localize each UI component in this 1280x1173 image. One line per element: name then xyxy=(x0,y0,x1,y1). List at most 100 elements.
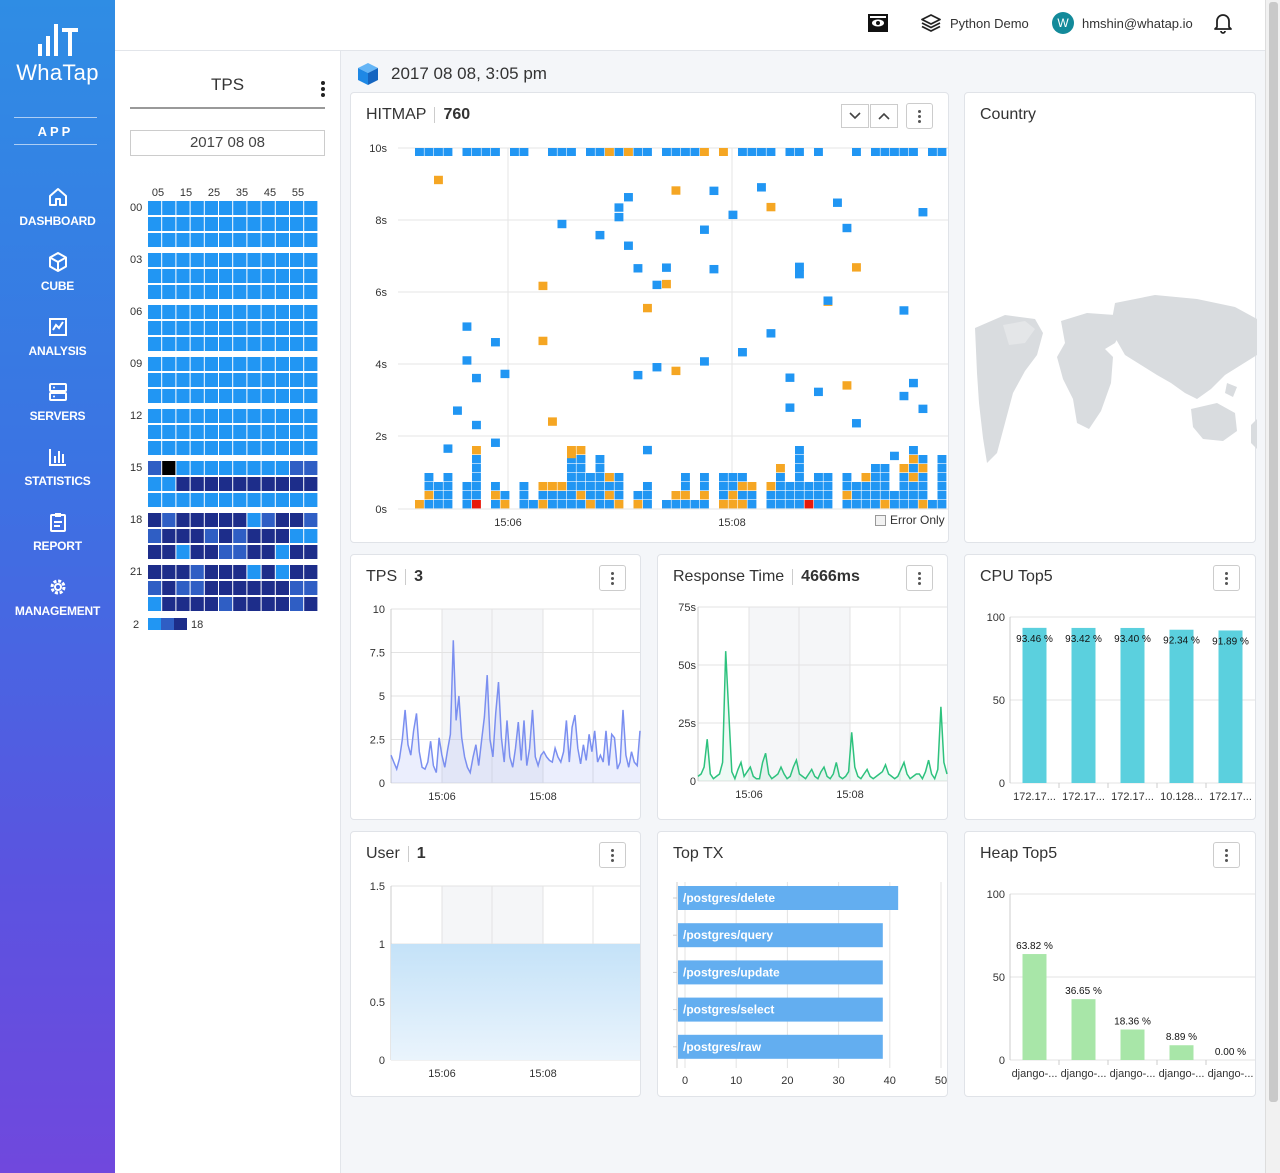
heatmap-cell xyxy=(247,269,261,283)
heatmap-cell xyxy=(176,389,190,403)
heatmap-cell xyxy=(290,305,304,319)
nav-report[interactable]: REPORT xyxy=(0,511,115,555)
screen-mode-button[interactable] xyxy=(867,11,889,35)
hit-cell xyxy=(918,464,928,473)
tps-line-chart[interactable]: 10 7.5 5 2.5 0 15:06 15:08 xyxy=(351,555,642,821)
user-chart-menu-button[interactable] xyxy=(599,842,626,868)
y-tick-label: 0.5 xyxy=(370,997,385,1009)
heatmap-cell xyxy=(162,201,176,215)
user-area-chart[interactable]: 1.5 1 0.5 0 15:06 15:08 xyxy=(351,832,642,1098)
hit-cell xyxy=(643,491,652,500)
y-tick-label: 2.5 xyxy=(370,735,385,747)
hit-cell xyxy=(586,148,595,156)
heatmap-cell xyxy=(204,545,218,559)
hit-cell xyxy=(852,500,861,509)
notifications-button[interactable] xyxy=(1213,11,1233,35)
heatmap-cell xyxy=(162,337,176,351)
nav-statistics[interactable]: STATISTICS xyxy=(0,446,115,490)
tps-panel-menu-button[interactable] xyxy=(315,79,331,104)
hit-cell xyxy=(909,148,918,156)
series-area xyxy=(391,640,640,783)
hit-cell xyxy=(747,482,757,491)
hit-cell xyxy=(491,338,500,347)
cpu-top5-menu-button[interactable] xyxy=(1213,565,1240,591)
error-only-checkbox[interactable]: Error Only xyxy=(875,513,945,527)
heatmap-cell xyxy=(148,201,162,215)
heatmap-cell xyxy=(304,285,318,299)
hitmap-chart[interactable]: 10s 8s 6s 4s 2s 0s 15:06 15:08 xyxy=(351,93,950,544)
hit-cell xyxy=(681,500,690,509)
heatmap-cell xyxy=(190,253,204,267)
hit-cell xyxy=(671,366,681,376)
heatmap-cell xyxy=(261,201,275,215)
hit-cell xyxy=(880,500,890,509)
nav-dashboard[interactable]: DASHBOARD xyxy=(0,186,115,230)
heatmap-cell xyxy=(219,321,233,335)
heatmap-cell xyxy=(304,477,318,491)
hit-cell xyxy=(643,445,652,455)
top-tx-bar-chart[interactable]: 0 10 20 30 40 50/postgres/delete/postgres/que… xyxy=(658,832,949,1098)
hit-cell xyxy=(614,491,624,500)
hit-cell xyxy=(472,455,481,464)
legend-swatch xyxy=(174,618,187,630)
heatmap-cell xyxy=(190,461,204,475)
hit-cell xyxy=(776,500,785,509)
bar xyxy=(1169,629,1194,783)
world-map[interactable] xyxy=(965,93,1257,544)
page-scrollbar[interactable] xyxy=(1265,0,1280,1173)
hit-cell xyxy=(548,148,557,156)
hit-cell xyxy=(823,482,833,491)
heatmap-cell xyxy=(290,597,304,611)
x-tick-label: 15:06 xyxy=(735,789,763,801)
hit-cell xyxy=(576,446,586,455)
nav-analysis[interactable]: ANALYSIS xyxy=(0,316,115,360)
bar xyxy=(678,997,883,1022)
tps-day-heatmap[interactable]: 05 15 25 35 45 55 00 03 06 09 12 15 18 21 2 18 xyxy=(125,181,335,641)
heatmap-cell xyxy=(233,389,247,403)
heatmap-cell xyxy=(290,409,304,423)
heatmap-cell xyxy=(247,461,261,475)
logo[interactable]: WhaTap xyxy=(0,22,115,86)
scrollbar-thumb[interactable] xyxy=(1269,2,1278,1102)
heatmap-cell xyxy=(261,545,275,559)
hit-cell xyxy=(434,148,443,156)
hit-cell xyxy=(814,473,823,482)
heatmap-cell xyxy=(190,305,204,319)
response-time-menu-button[interactable] xyxy=(906,565,933,591)
x-tick-label: 15:06 xyxy=(494,517,522,529)
heatmap-cell xyxy=(261,461,275,475)
hour-label: 18 xyxy=(130,514,142,526)
heatmap-cell xyxy=(261,597,275,611)
heap-top5-menu-button[interactable] xyxy=(1213,842,1240,868)
hitmap-menu-button[interactable] xyxy=(906,103,933,129)
hit-cell xyxy=(852,419,861,428)
date-picker[interactable]: 2017 08 08 xyxy=(130,130,325,156)
nav-cube[interactable]: CUBE xyxy=(0,251,115,295)
hit-cell xyxy=(918,208,928,217)
heatmap-cell xyxy=(275,269,289,283)
tps-chart-value: 3 xyxy=(405,569,423,585)
heatmap-cell xyxy=(148,493,162,507)
heatmap-cell xyxy=(290,285,304,299)
cpu-top5-bar-chart[interactable]: 100 50 0 93.46 % 172.17... 93.42 % 172.17... 93… xyxy=(965,555,1257,821)
hour-label: 06 xyxy=(130,306,142,318)
checkbox-box[interactable] xyxy=(875,514,886,526)
heap-top5-bar-chart[interactable]: 100 50 0 63.82 % django-... 36.65 % django-...… xyxy=(965,832,1257,1098)
hit-cell xyxy=(557,482,567,491)
user-menu[interactable]: W hmshin@whatap.io xyxy=(1052,11,1193,35)
heatmap-cell xyxy=(219,201,233,215)
nav-management[interactable]: MANAGEMENT xyxy=(0,576,115,620)
nav-servers[interactable]: SERVERS xyxy=(0,381,115,425)
nav-label: DASHBOARD xyxy=(19,214,96,228)
hitmap-collapse-button[interactable] xyxy=(841,104,869,128)
response-time-line-chart[interactable]: 75s 50s 25s 0 15:06 15:08 xyxy=(658,555,949,821)
heatmap-cell xyxy=(162,357,176,371)
y-tick-label: 75s xyxy=(678,602,696,614)
project-selector[interactable]: Python Demo xyxy=(920,11,1029,35)
hitmap-expand-button[interactable] xyxy=(870,104,898,128)
hit-cell xyxy=(909,446,918,455)
heatmap-cell xyxy=(190,337,204,351)
x-tick-label: 15:08 xyxy=(836,789,864,801)
y-tick-label: 50 xyxy=(993,972,1005,984)
tps-chart-menu-button[interactable] xyxy=(599,565,626,591)
